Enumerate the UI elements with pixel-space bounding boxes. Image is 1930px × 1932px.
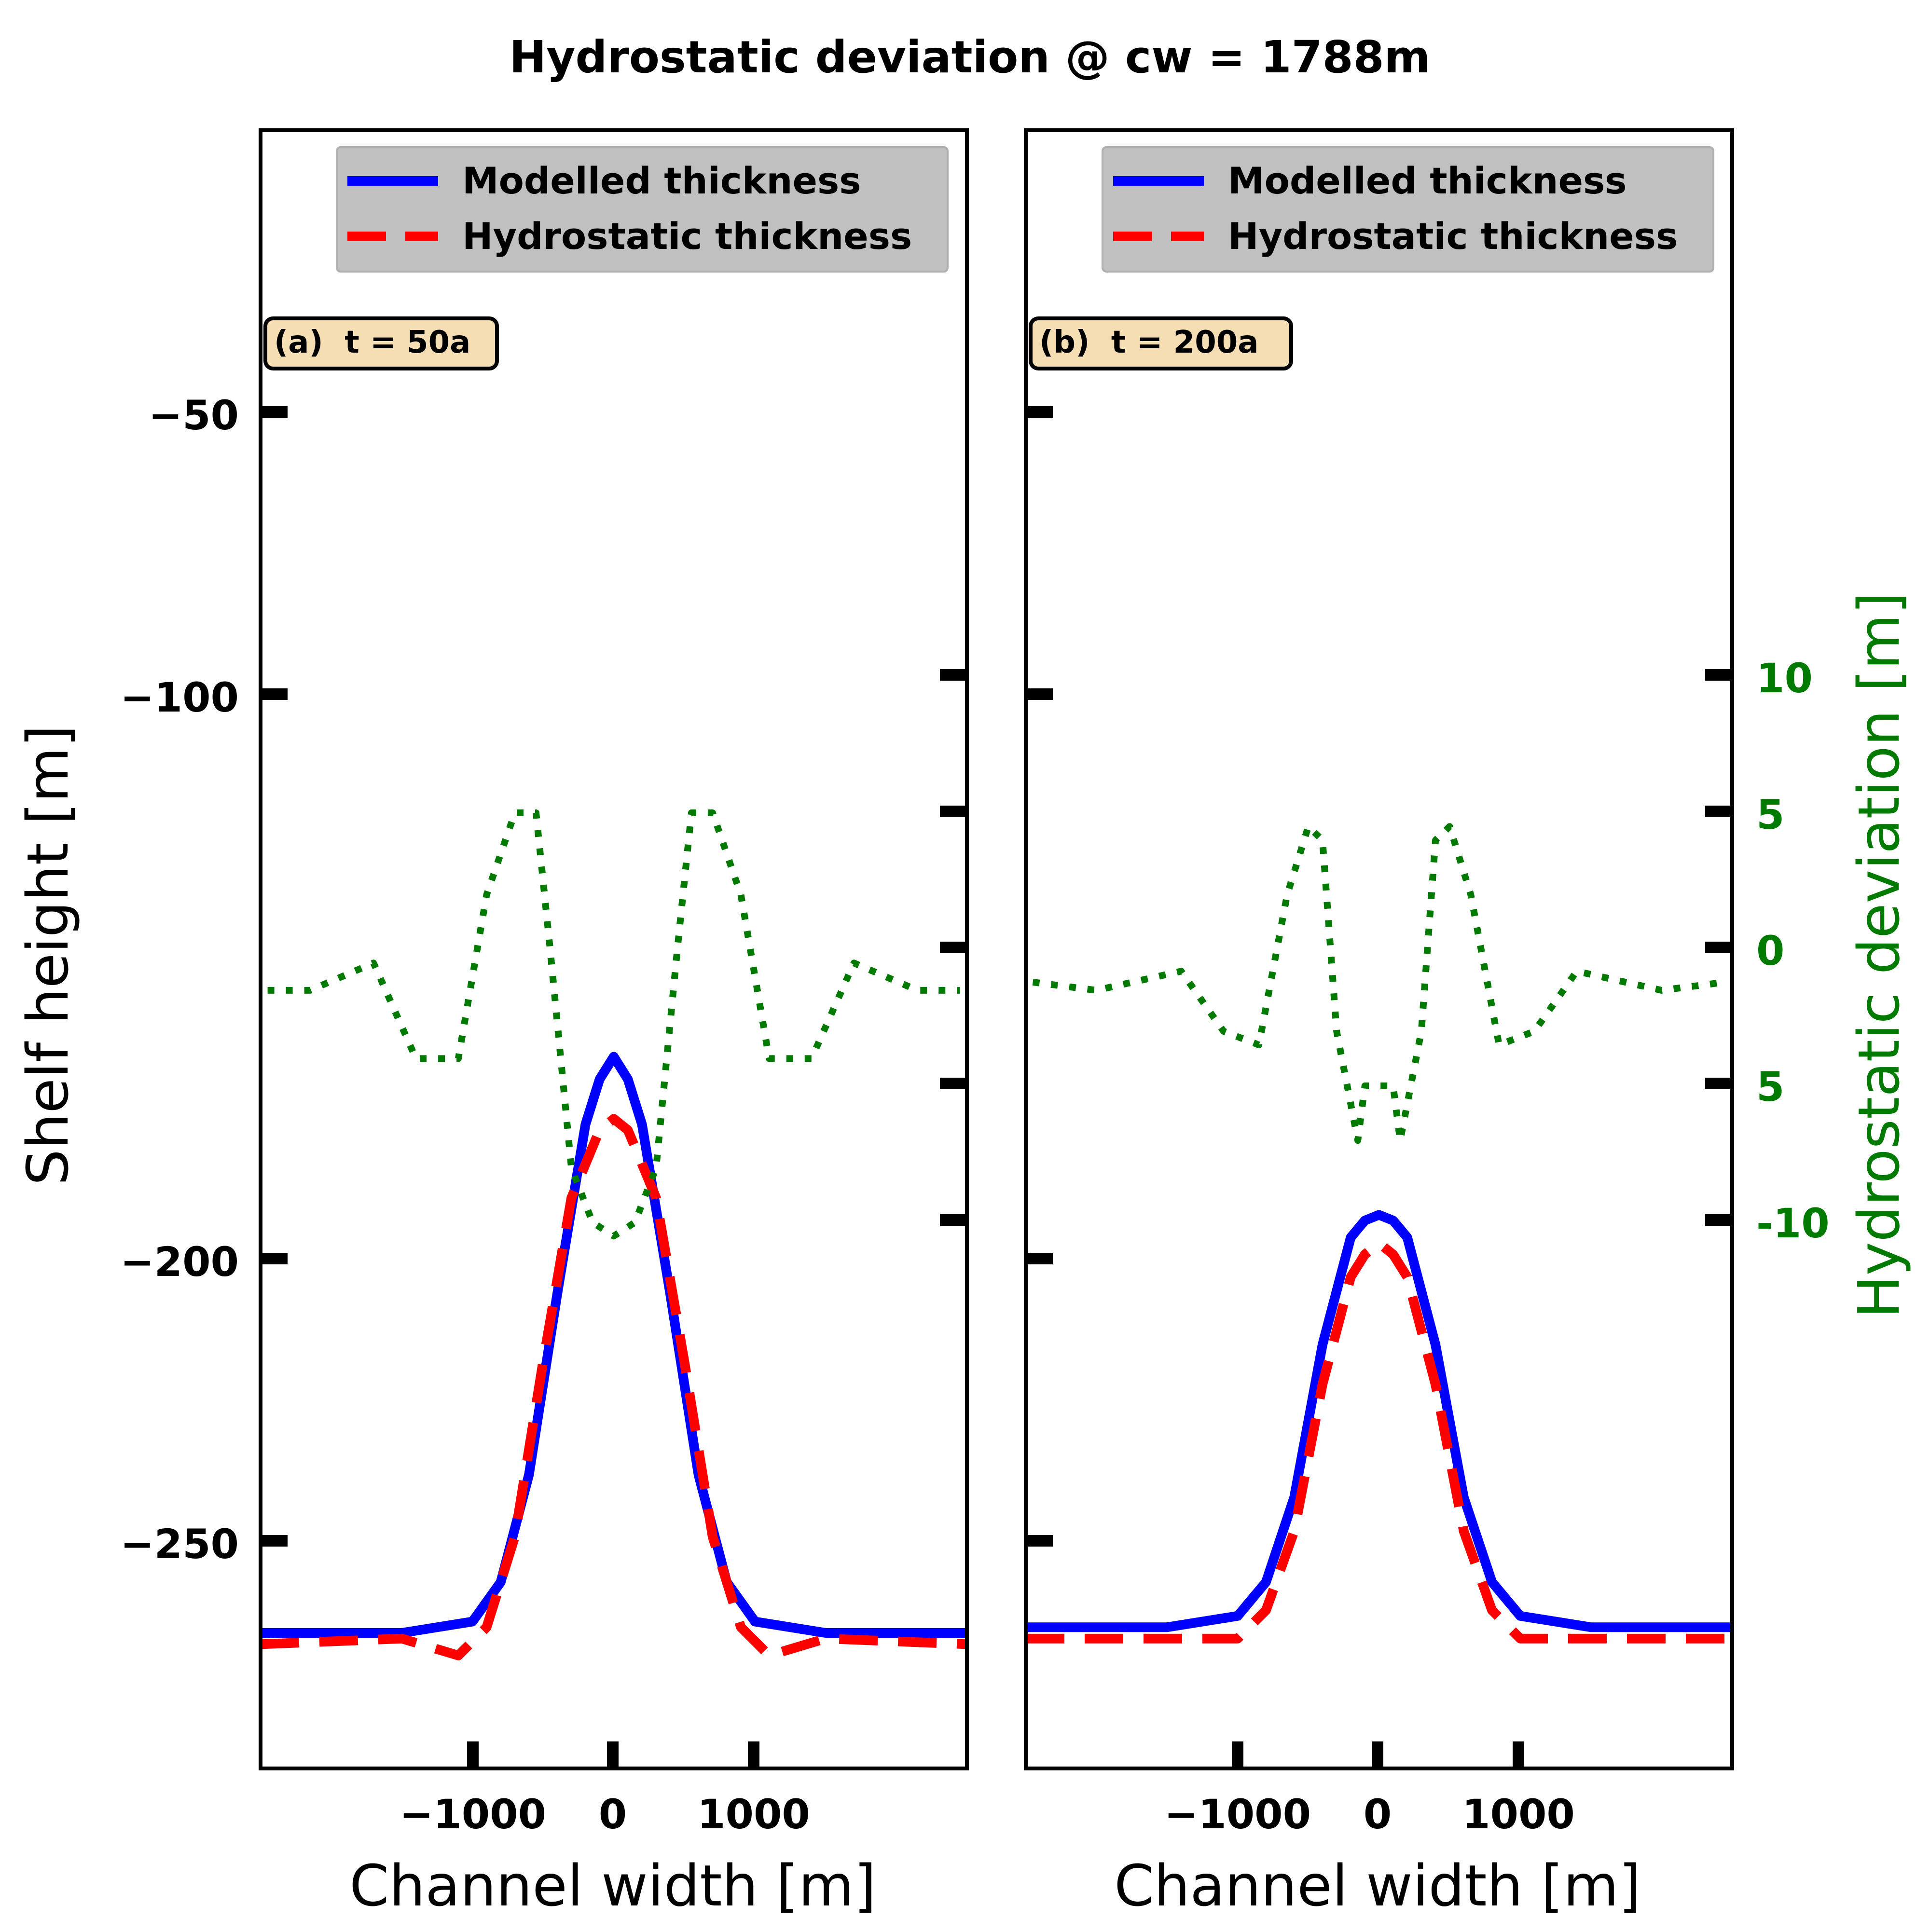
y2-tick [1705,669,1732,681]
legend-hydrostatic-label: Hydrostatic thickness [462,215,912,258]
y-axis-label-left: Shelf height [m] [14,725,81,1186]
y-tick-label: −250 [120,1521,239,1568]
hydrostatic-deviation-line [1032,823,1726,1144]
y2-tick [1705,806,1732,817]
x-tick-label: 1000 [1462,1791,1575,1838]
y2-tick [940,1078,967,1089]
y2-tick [940,806,967,817]
axes-frame-a [259,128,969,1770]
panel-label-a: (a) t = 50a [263,316,499,370]
plot-area-b [1026,823,1732,1644]
ticks-b [1026,406,1732,1768]
hydrostatic-thickness-line [260,1114,967,1660]
ticks-a [261,406,967,1768]
panel-b: Modelled thickness Hydrostatic thickness… [1024,128,1734,1770]
axes-frame-b [1024,128,1734,1770]
panel-label-box [1029,316,1293,370]
x-tick-label: −1000 [1164,1791,1311,1838]
y2-tick-label: 10 [1756,655,1813,702]
x-tick-label: 0 [1364,1791,1392,1838]
modelled-thickness-line [1026,1210,1732,1632]
panel-a: Modelled thickness Hydrostatic thickness… [259,128,969,1770]
x-tick [607,1741,619,1768]
legend-box [336,146,949,273]
figure-title: Hydrostatic deviation @ cw = 1788m [510,31,1431,83]
y-tick [1026,688,1053,700]
x-tick [1232,1741,1243,1768]
y2-tick [940,942,967,953]
legend-hydrostatic-label: Hydrostatic thickness [1228,215,1678,258]
y-tick [1026,1535,1053,1547]
y2-tick [940,669,967,681]
y2-tick [1705,1214,1732,1226]
y2-tick [1705,1078,1732,1089]
y2-tick-label: 5 [1756,791,1784,838]
plot-area-a [260,809,967,1660]
y2-tick-label: 5 [1756,1063,1784,1110]
x-tick [467,1741,479,1768]
panel-label-box [263,316,499,370]
legend-a: Modelled thickness Hydrostatic thickness [336,146,949,273]
y-tick-label: −100 [120,674,239,721]
legend-box [1102,146,1714,273]
x-tick-label: 0 [599,1791,627,1838]
legend-modelled-label: Modelled thickness [1228,159,1627,202]
y2-tick [1705,942,1732,953]
y-tick [261,1253,288,1264]
x-tick [1513,1741,1524,1768]
y2-tick-label: -10 [1756,1200,1830,1247]
y-tick [1026,1253,1053,1264]
hydrostatic-thickness-line [1026,1238,1732,1644]
y2-tick-label: 0 [1756,927,1784,974]
legend-modelled-label: Modelled thickness [462,159,861,202]
x-tick [1372,1741,1383,1768]
panel-label-b: (b) t = 200a [1029,316,1293,370]
hydrostatic-deviation-line [267,809,960,1240]
y-tick-label: −50 [149,392,239,439]
x-tick-label: −1000 [400,1791,546,1838]
y-tick [261,688,288,700]
x-axis-label-a: Channel width [m] [349,1852,876,1919]
y-tick [261,1535,288,1547]
y-axis-label-right: Hydrostatic deviation [m] [1846,592,1912,1318]
panel-label-text: (b) t = 200a [1039,325,1258,360]
legend-b: Modelled thickness Hydrostatic thickness [1102,146,1714,273]
modelled-thickness-line [261,1052,967,1638]
y-tick [261,406,288,418]
x-tick [748,1741,759,1768]
x-tick-label: 1000 [697,1791,810,1838]
x-axis-label-b: Channel width [m] [1114,1852,1641,1919]
panel-label-text: (a) t = 50a [274,325,470,360]
y2-tick [940,1214,967,1226]
y-tick-label: −200 [120,1238,239,1286]
y-tick [1026,406,1053,418]
